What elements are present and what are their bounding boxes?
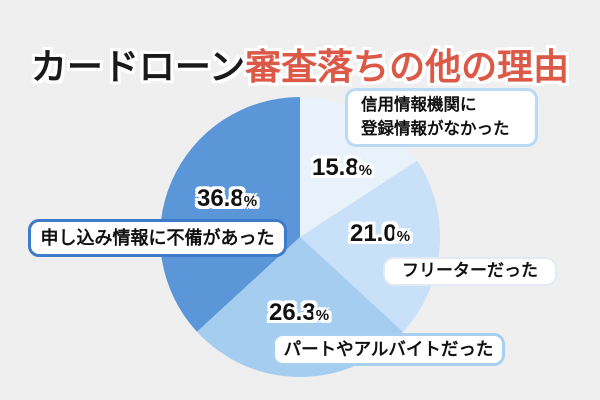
callout-line: 申し込み情報に不備があった (40, 227, 275, 248)
percent-label-slice-3: 26.3% (269, 299, 329, 327)
page-title: カードローン審査落ちの他の理由 (0, 38, 600, 90)
percent-sign: % (396, 228, 411, 245)
callout-application-error: 申し込み情報に不備があった (28, 219, 287, 257)
callout-freeter: フリーターだった (383, 257, 557, 286)
callout-line: 信用情報機関に (361, 95, 477, 114)
percent-value: 15.8 (311, 154, 359, 181)
callout-line: 登録情報がなかった (361, 119, 510, 138)
pie-slice-2 (300, 160, 441, 332)
pie-slice-4 (159, 97, 300, 332)
percent-value: 21.0 (349, 220, 397, 247)
percent-value: 26.3 (268, 299, 316, 326)
percent-label-slice-2: 21.0% (350, 220, 410, 248)
callout-line: フリーターだった (402, 261, 538, 281)
callout-line: パートやアルバイトだった (283, 338, 494, 359)
percent-label-slice-1: 15.8% (312, 154, 372, 182)
percent-sign: % (243, 193, 258, 210)
percent-sign: % (358, 162, 373, 179)
percent-value: 36.8 (196, 185, 244, 212)
page-title-black: カードローン (30, 46, 246, 88)
percent-sign: % (315, 307, 330, 324)
percent-label-slice-4: 36.8% (197, 185, 257, 213)
callout-credit-bureau: 信用情報機関に 登録情報がなかった (345, 88, 538, 147)
callout-part-time: パートやアルバイトだった (272, 333, 505, 366)
page-title-red: 審査落ちの他の理由 (245, 46, 570, 88)
